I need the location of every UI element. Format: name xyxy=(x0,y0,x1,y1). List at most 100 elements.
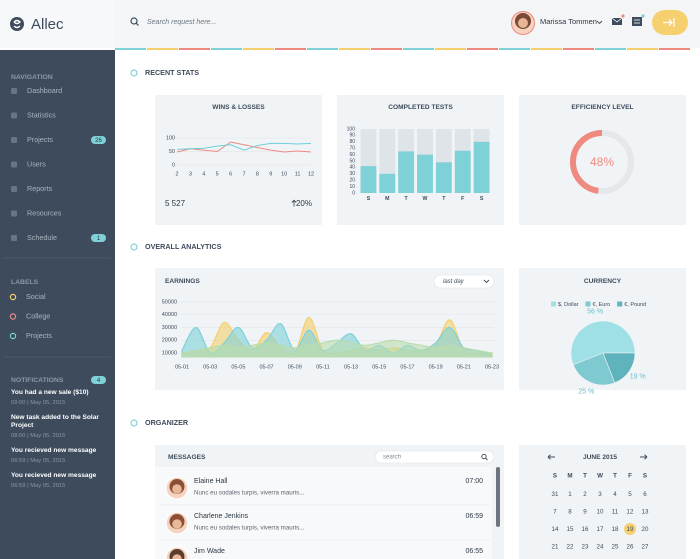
notification-text[interactable]: You recieved new message xyxy=(11,447,97,454)
calendar-day[interactable]: 24 xyxy=(597,543,604,550)
message-sender[interactable]: Elaine Hall xyxy=(194,478,228,485)
sidebar-heading: NOTIFICATIONS xyxy=(11,377,64,384)
y-tick-label: 70 xyxy=(349,146,355,152)
calendar-prev[interactable] xyxy=(547,454,555,460)
notification-text[interactable]: You had a new sale ($10) xyxy=(11,389,89,396)
calendar-day[interactable]: 23 xyxy=(582,543,589,550)
legend-label: €, Pound xyxy=(624,302,646,308)
filter-label[interactable]: last day xyxy=(443,279,465,285)
nav-item[interactable]: Dashboard xyxy=(27,86,62,95)
section-title: OVERALL ANALYTICS xyxy=(145,242,222,251)
calendar-day[interactable]: 3 xyxy=(598,491,602,498)
notification-text[interactable]: New task added to the Solar Project xyxy=(11,414,99,429)
message-sender[interactable]: Jim Wade xyxy=(194,548,225,555)
calendar-day[interactable]: 15 xyxy=(567,526,574,533)
section-title: ORGANIZER xyxy=(145,418,189,427)
scrollbar[interactable] xyxy=(496,467,500,527)
calendar-day[interactable]: 26 xyxy=(627,543,634,550)
pie-slice xyxy=(602,352,636,384)
legend-swatch xyxy=(585,301,591,307)
logout-button[interactable] xyxy=(652,10,688,35)
avatar-face xyxy=(172,519,182,529)
calendar-day[interactable]: 22 xyxy=(567,543,574,550)
calendar-day[interactable]: 25 xyxy=(612,543,619,550)
nav-item[interactable]: Schedule xyxy=(27,233,57,242)
nav-icon xyxy=(11,112,17,119)
x-tick-label: F xyxy=(461,196,464,202)
nav-icon xyxy=(11,88,17,94)
nav-item[interactable]: Users xyxy=(27,159,46,168)
user-avatar[interactable] xyxy=(511,11,535,35)
calendar-day[interactable]: 11 xyxy=(612,508,619,515)
label-dot xyxy=(9,293,17,301)
card-efficiency xyxy=(519,95,686,225)
label-dot xyxy=(9,332,17,340)
message-sender[interactable]: Charlene Jenkins xyxy=(194,513,249,520)
bar xyxy=(360,166,377,193)
calendar-day[interactable]: 27 xyxy=(642,543,649,550)
x-tick-label: W xyxy=(423,196,428,202)
label-item[interactable]: Projects xyxy=(26,331,52,340)
search-placeholder[interactable]: Search request here... xyxy=(147,19,216,26)
calendar-day[interactable]: 20 xyxy=(642,526,649,533)
calendar-day[interactable]: 31 xyxy=(552,491,559,498)
label-item[interactable]: College xyxy=(26,311,50,320)
message-avatar[interactable] xyxy=(165,476,189,500)
calendar-day[interactable]: 6 xyxy=(643,491,647,498)
calendar-day[interactable]: 4 xyxy=(613,491,617,498)
calendar-day[interactable]: 12 xyxy=(627,508,634,515)
search-placeholder[interactable]: search xyxy=(383,455,402,461)
weekday-label: M xyxy=(567,473,572,480)
mail-icon[interactable] xyxy=(611,14,625,25)
calendar-day[interactable]: 10 xyxy=(597,508,604,515)
card-title: CURRENCY xyxy=(584,278,622,285)
nav-icon xyxy=(11,235,17,241)
label-item[interactable]: Social xyxy=(26,292,46,301)
message-text: Nunc eu sodales turpis, viverra mauris..… xyxy=(194,525,305,532)
calendar-day[interactable]: 7 xyxy=(553,508,557,515)
nav-item[interactable]: Statistics xyxy=(27,110,56,119)
calendar-day[interactable]: 21 xyxy=(552,543,559,550)
nav-item[interactable]: Projects xyxy=(27,135,53,144)
badge-count: 4 xyxy=(97,378,101,384)
nav-item[interactable]: Reports xyxy=(27,184,53,193)
x-tick-label: M xyxy=(385,196,389,202)
nav-item[interactable]: Resources xyxy=(27,208,62,217)
y-tick-label: 50 xyxy=(169,149,175,155)
bar xyxy=(398,151,415,193)
stripe-segment xyxy=(339,48,370,50)
user-name[interactable]: Marissa Tommen xyxy=(540,17,597,26)
x-tick-label: T xyxy=(405,196,409,202)
stripe-segment xyxy=(499,48,530,50)
calendar-day[interactable]: 18 xyxy=(612,526,619,533)
y-tick-label: 50000 xyxy=(162,299,177,305)
calendar-next[interactable] xyxy=(640,454,648,460)
calendar-day[interactable]: 5 xyxy=(628,491,632,498)
calendar-day[interactable]: 9 xyxy=(583,508,587,515)
notification-text[interactable]: You recieved new message xyxy=(11,472,97,479)
search-box[interactable] xyxy=(374,450,495,464)
message-time: 06:59 xyxy=(465,513,483,520)
calendar-day[interactable]: 16 xyxy=(582,526,589,533)
x-tick-label: S xyxy=(367,196,371,202)
message-avatar[interactable] xyxy=(165,511,189,535)
calendar-day[interactable]: 8 xyxy=(568,508,572,515)
section-icon xyxy=(130,243,138,251)
calendar-day[interactable]: 13 xyxy=(642,508,649,515)
calendar-day[interactable]: 19 xyxy=(627,526,634,533)
x-tick-label: 2 xyxy=(175,171,178,177)
stripe-segment xyxy=(467,48,498,50)
x-tick-label: 05-05 xyxy=(231,364,245,370)
user-menu-caret[interactable] xyxy=(596,20,603,25)
filter-dropdown[interactable] xyxy=(433,274,495,289)
calendar-day[interactable]: 14 xyxy=(552,526,559,533)
message-avatar[interactable] xyxy=(165,546,189,559)
calendar-day[interactable]: 2 xyxy=(583,491,587,498)
weekday-label: T xyxy=(583,473,587,480)
calendar-day[interactable]: 17 xyxy=(597,526,604,533)
y-tick-label: 0 xyxy=(352,190,355,196)
notes-icon[interactable] xyxy=(632,14,645,26)
x-tick-label: 05-13 xyxy=(344,364,358,370)
color-stripe xyxy=(115,48,690,50)
calendar-day[interactable]: 1 xyxy=(568,491,572,498)
